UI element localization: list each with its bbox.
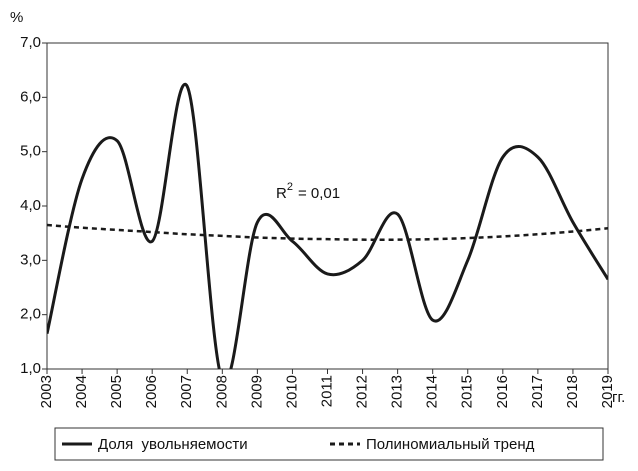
annotation-sup: 2 [287,181,293,193]
legend-label: Полиномиальный тренд [366,436,535,453]
series-line [47,82,608,369]
y-axis-label: % [10,9,23,26]
x-tick-label: 2011 [318,375,335,407]
x-tick-label: 2018 [564,375,581,408]
y-tick-label: 3,0 [20,251,41,268]
x-tick-label: 2012 [354,375,371,408]
y-tick-label: 5,0 [20,143,41,160]
annotation: R2 = 0,01 [276,181,340,202]
x-tick-label: 2006 [143,375,160,408]
x-tick-label: 2010 [283,375,300,408]
x-tick-label: 2005 [108,375,125,408]
x-tick-label: 2003 [38,375,55,408]
plot-frame [46,42,609,370]
y-tick-label: 6,0 [20,88,41,105]
y-tick-label: 2,0 [20,306,41,323]
annotation-rest: = 0,01 [298,185,340,202]
annotation-base: R [276,185,287,202]
x-tick-label: 2004 [73,375,90,408]
y-tick-label: 1,0 [20,360,41,377]
x-tick-label: 2015 [459,375,476,408]
x-tick-label: 2019 [599,375,616,408]
x-tick-label: 2016 [494,375,511,408]
legend-label: Доля увольняемости [98,436,248,453]
y-tick-label: 7,0 [20,34,41,51]
series-line [47,223,608,242]
legend-box [54,427,604,461]
x-tick-label: 2013 [389,375,406,408]
x-tick-label: 2014 [424,375,441,408]
x-tick-label: 2017 [529,375,546,408]
x-tick-label: 2007 [178,375,195,408]
x-tick-label: 2009 [248,375,265,408]
y-tick-label: 4,0 [20,197,41,214]
x-tick-label: 2008 [213,375,230,408]
x-axis-label: гг. [612,389,625,406]
